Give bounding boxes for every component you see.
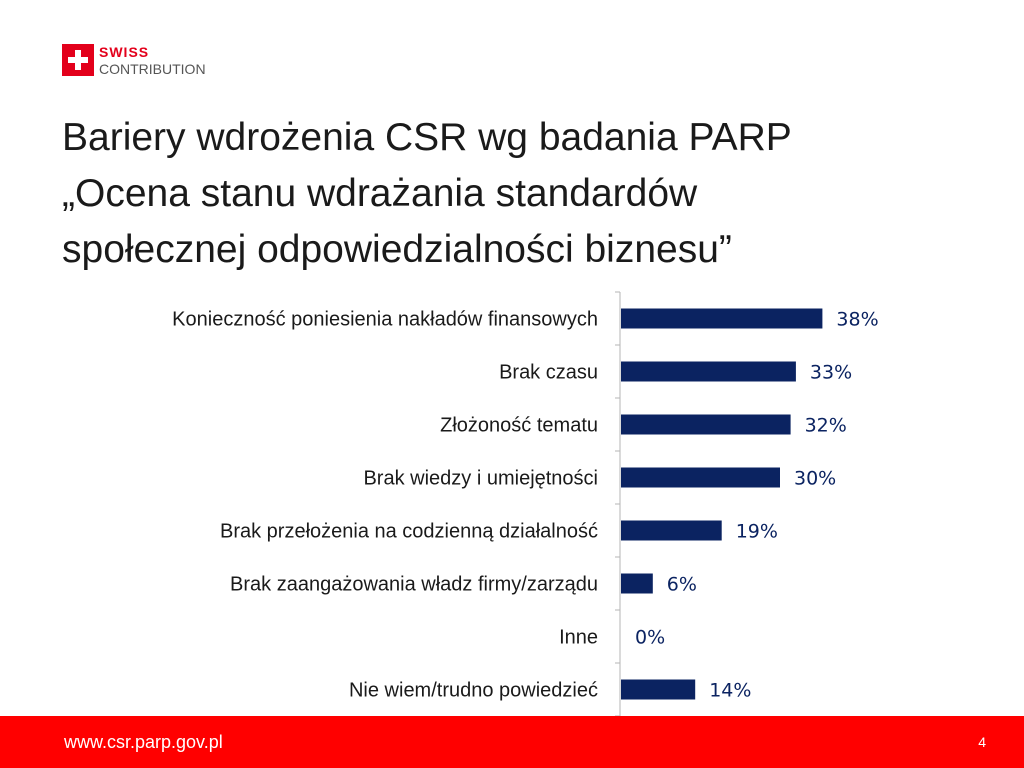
slide-title-line-2: „Ocena stanu wdrażania standardów [62,172,698,215]
value-label: 0% [635,627,665,649]
bar [621,467,780,488]
bar-chart: Konieczność poniesienia nakładów finanso… [172,291,879,716]
value-label: 38% [836,309,878,331]
bar [621,361,796,382]
value-label: 30% [794,468,836,490]
category-label: Złożoność tematu [440,415,598,437]
slide-title: Bariery wdrożenia CSR wg badania PARP „O… [62,110,962,278]
slide-title-line-1: Bariery wdrożenia CSR wg badania PARP [62,116,792,159]
category-label: Nie wiem/trudno powiedzieć [349,680,598,702]
value-label: 6% [667,574,697,596]
page-number: 4 [978,734,986,750]
value-label: 32% [805,415,847,437]
slide-title-line-3: społecznej odpowiedzialności biznesu” [62,228,732,271]
logo-word-contribution: CONTRIBUTION [99,61,206,77]
bar [621,520,722,541]
bar [621,573,653,594]
category-label: Inne [559,627,598,649]
value-label: 19% [736,521,778,543]
value-label: 14% [709,680,751,702]
footer-bar: www.csr.parp.gov.pl 4 [0,716,1024,768]
logo-word-swiss: SWISS [99,44,150,60]
category-label: Konieczność poniesienia nakładów finanso… [172,309,598,331]
swiss-contribution-logo: SWISS CONTRIBUTION [62,44,222,80]
value-label: 33% [810,362,852,384]
bar [621,679,696,700]
footer-url-link[interactable]: www.csr.parp.gov.pl [64,732,223,752]
category-label: Brak przełożenia na codzienną działalnoś… [220,521,598,543]
category-label: Brak zaangażowania władz firmy/zarządu [230,574,598,596]
swiss-cross-icon [62,44,94,76]
category-label: Brak wiedzy i umiejętności [363,468,598,490]
bar [621,308,823,329]
category-label: Brak czasu [499,362,598,384]
bar [621,414,791,435]
